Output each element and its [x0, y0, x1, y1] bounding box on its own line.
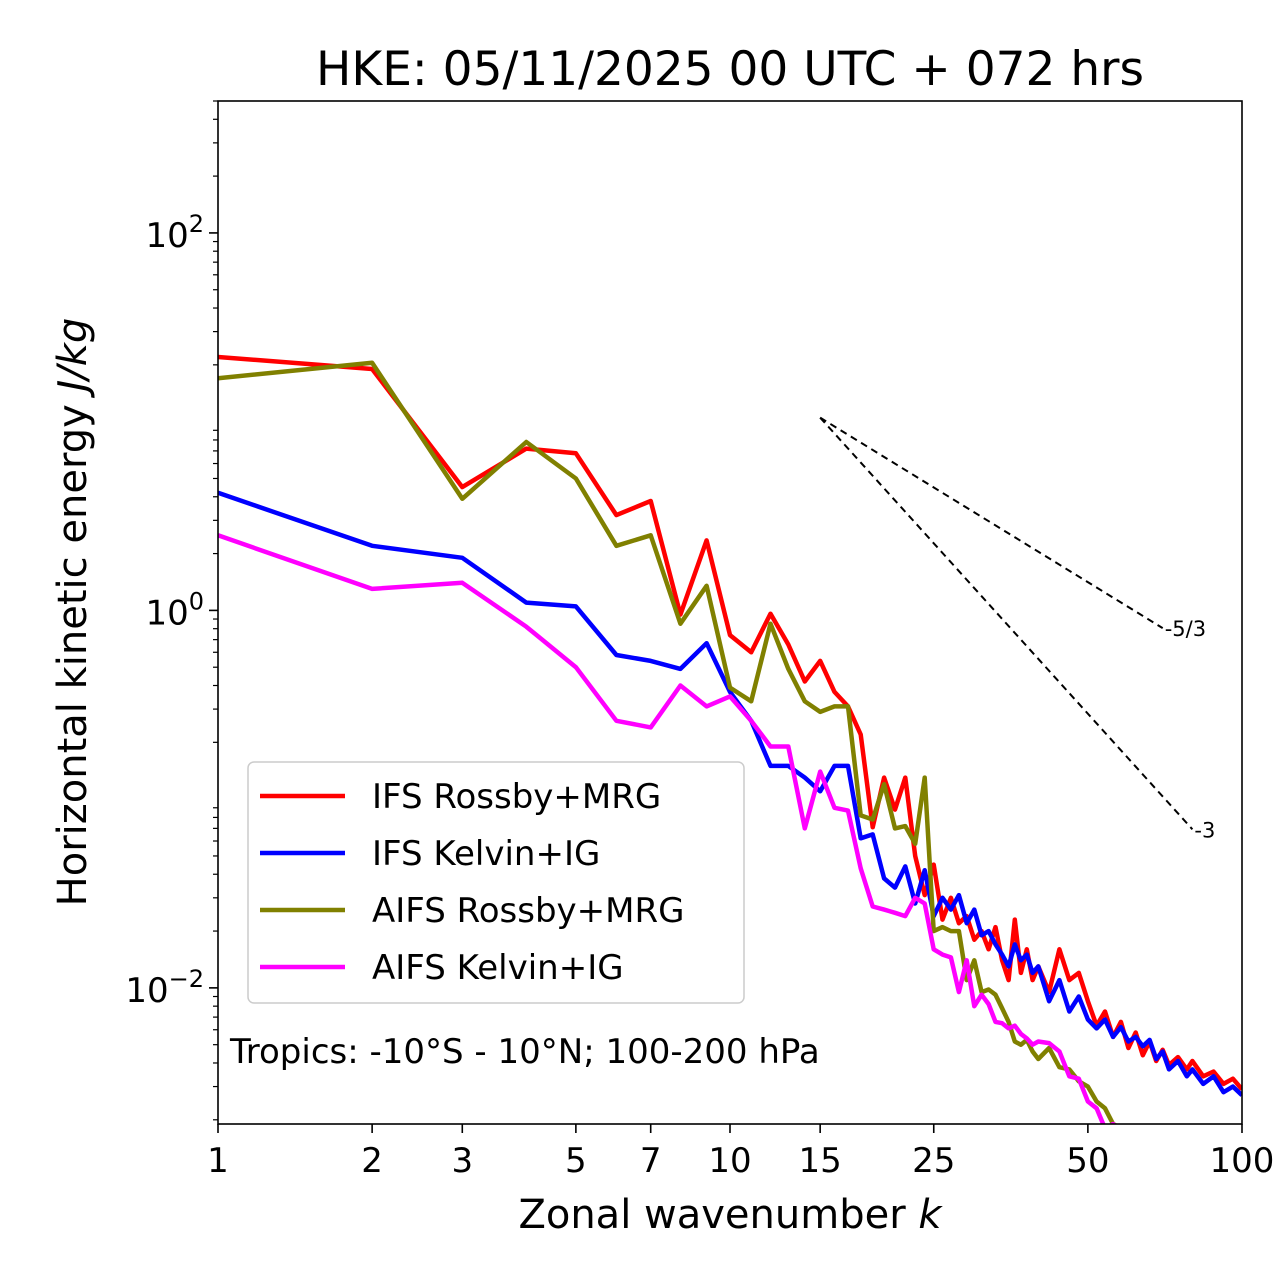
x-axis-label-text: Zonal wavenumber — [518, 1192, 906, 1238]
x-tick-label: 10 — [708, 1141, 751, 1181]
x-tick-label: 100 — [1210, 1141, 1275, 1181]
legend-label: IFS Rossby+MRG — [372, 777, 661, 817]
x-axis-label-var: k — [918, 1192, 943, 1238]
y-tick-label: 100 — [145, 587, 204, 633]
reference-slope-labels: -5/3 -3 — [1165, 617, 1216, 842]
y-tick-base: 10 — [145, 593, 188, 633]
x-tick-label: 50 — [1066, 1141, 1109, 1181]
y-axis-label-unit: J/kg — [50, 318, 96, 399]
legend-label: AIFS Rossby+MRG — [372, 891, 684, 931]
x-tick-label: 15 — [799, 1141, 842, 1181]
legend-label: AIFS Kelvin+IG — [372, 948, 624, 988]
y-axis-label-text: Horizontal kinetic energy — [50, 404, 96, 906]
reference-line-label: -3 — [1194, 818, 1215, 842]
x-tick-label: 3 — [451, 1141, 473, 1181]
series-lines — [218, 354, 1242, 1124]
y-tick-base: 10 — [125, 971, 168, 1011]
y-tick-label: 102 — [145, 210, 204, 256]
plot-frame — [217, 100, 1243, 1125]
chart-title: HKE: 05/11/2025 00 UTC + 072 hrs — [316, 42, 1144, 97]
x-tick-label: 25 — [912, 1141, 955, 1181]
y-tick-base: 10 — [145, 216, 188, 256]
x-tick-label: 2 — [361, 1141, 383, 1181]
legend-label: IFS Kelvin+IG — [372, 834, 600, 874]
y-tick-exponent: −2 — [169, 965, 204, 993]
x-axis-ticks: 1 2 3 5 7 10 15 25 50 100 — [207, 1124, 1274, 1181]
series-line-2 — [218, 490, 1242, 1097]
minor-ticks — [213, 100, 218, 1121]
x-tick-label: 7 — [640, 1141, 662, 1181]
x-tick-label: 5 — [565, 1141, 587, 1181]
x-axis-label: Zonal wavenumber k — [518, 1192, 943, 1238]
legend-box — [247, 761, 745, 1004]
reference-line-2 — [819, 416, 1194, 830]
reference-line-label: -5/3 — [1165, 617, 1206, 641]
reference-slope-lines — [819, 416, 1194, 830]
region-annotation: Tropics: -10°S - 10°N; 100-200 hPa — [229, 1032, 820, 1072]
y-axis-label: Horizontal kinetic energy J/kg — [50, 318, 96, 907]
series-line-4 — [218, 533, 1117, 1124]
y-tick-label: 10−2 — [125, 965, 204, 1011]
y-tick-exponent: 2 — [189, 210, 204, 238]
x-tick-label: 1 — [207, 1141, 229, 1181]
y-tick-exponent: 0 — [189, 587, 204, 615]
legend: IFS Rossby+MRG IFS Kelvin+IG AIFS Rossby+M… — [247, 761, 745, 1004]
